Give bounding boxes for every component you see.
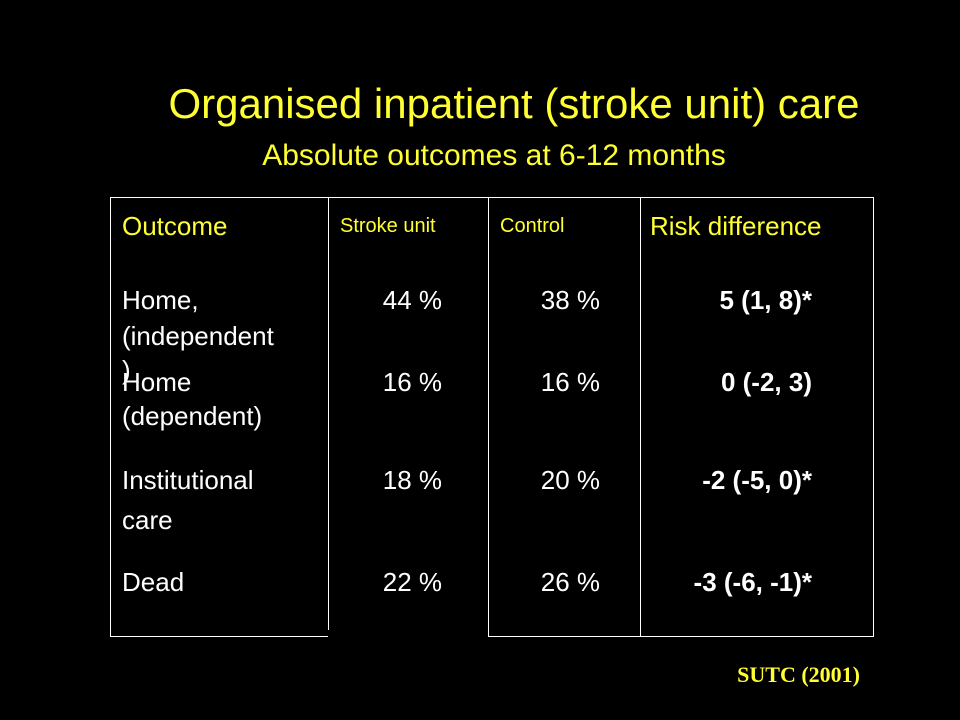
header-stroke-unit: Stroke unit [340, 215, 436, 237]
header-control: Control [500, 215, 565, 237]
row3-outcome-line2: care [122, 505, 173, 535]
outcomes-table [110, 197, 874, 637]
row3-outcome-line1: Institutional [122, 465, 254, 495]
column-divider-1 [328, 197, 329, 637]
header-outcome: Outcome [122, 211, 228, 241]
column-divider-3 [640, 197, 641, 637]
column-divider-2 [488, 197, 489, 637]
row2-control: 16 % [540, 367, 600, 397]
row1-outcome-line3: ) [122, 355, 131, 385]
row4-stroke-unit: 22 % [382, 567, 442, 597]
row4-control: 26 % [540, 567, 600, 597]
row3-control: 20 % [540, 465, 600, 495]
slide-subtitle: Absolute outcomes at 6-12 months [262, 139, 726, 172]
row3-stroke-unit: 18 % [382, 465, 442, 495]
row2-stroke-unit: 16 % [382, 367, 442, 397]
row2-outcome-line1: Home [122, 367, 192, 397]
header-risk-difference: Risk difference [650, 211, 822, 241]
table-bottom-gap [328, 630, 488, 638]
row1-control: 38 % [540, 285, 600, 315]
row4-risk-difference: -3 (-6, -1)* [693, 567, 812, 597]
row4-outcome-line1: Dead [122, 567, 185, 597]
citation: SUTC (2001) [737, 662, 860, 687]
row2-risk-difference: 0 (-2, 3) [720, 367, 812, 397]
row1-risk-difference: 5 (1, 8)* [719, 285, 813, 315]
row3-risk-difference: -2 (-5, 0)* [702, 465, 812, 495]
row1-stroke-unit: 44 % [382, 285, 442, 315]
row1-outcome-line2: (independent [122, 321, 274, 351]
slide-title: Organised inpatient (stroke unit) care [168, 80, 860, 127]
row2-outcome-line2: (dependent) [122, 401, 263, 431]
row1-outcome-line1: Home, [122, 285, 199, 315]
